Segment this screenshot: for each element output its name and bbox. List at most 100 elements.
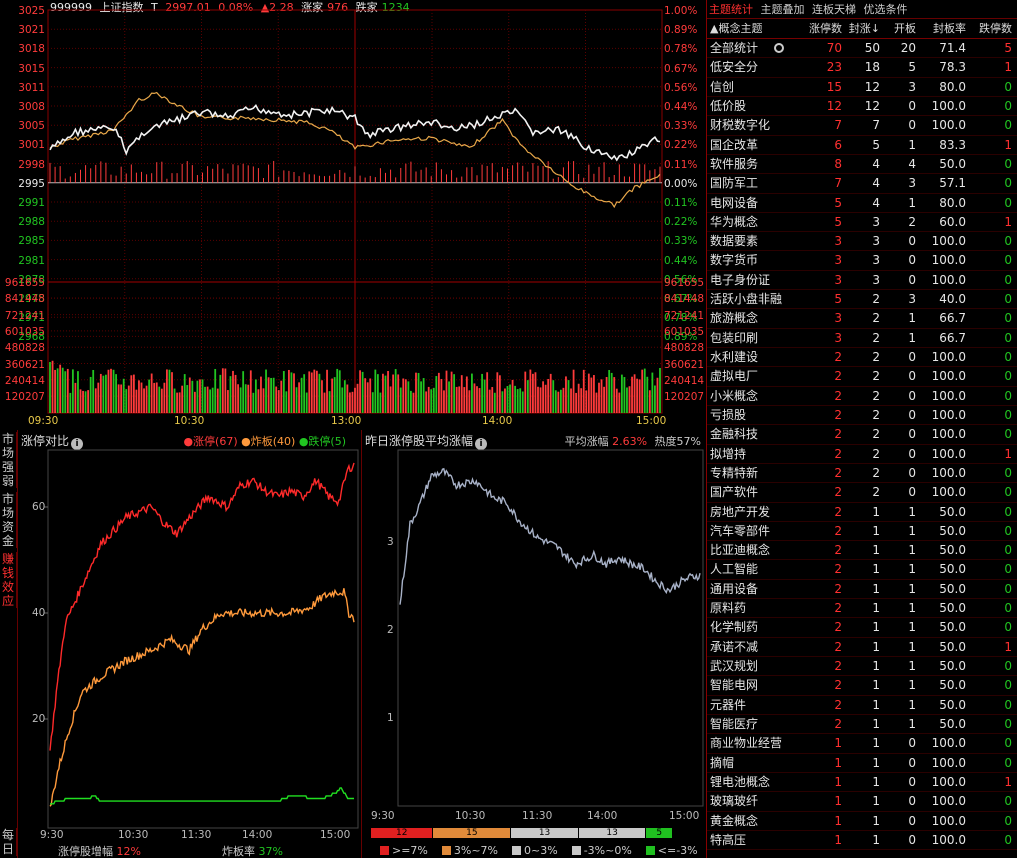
volume-bar <box>427 386 430 413</box>
theme-row[interactable]: 特高压 1 1 0 100.0 0 <box>707 831 1017 851</box>
theme-name: 拟增持 <box>710 446 747 461</box>
pct-tick: 0.78% <box>664 312 698 325</box>
theme-row[interactable]: 武汉规划 2 1 1 50.0 0 <box>707 657 1017 677</box>
theme-row[interactable]: 原料药 2 1 1 50.0 0 <box>707 599 1017 619</box>
legend-swatch <box>380 846 389 855</box>
price-tick: 3025 <box>18 5 45 17</box>
volume-bar <box>623 377 626 413</box>
header-limit-down[interactable]: 跌停数 <box>979 22 1012 35</box>
theme-name: 人工智能 <box>710 562 759 577</box>
theme-row[interactable]: 承诺不减 2 1 1 50.0 1 <box>707 638 1017 657</box>
limit-down-count: 0 <box>1004 388 1012 403</box>
theme-row[interactable]: 旅游概念 3 2 1 66.7 0 <box>707 309 1017 329</box>
theme-row[interactable]: 化学制药 2 1 1 50.0 0 <box>707 618 1017 638</box>
panel-title: 涨停对比 i <box>21 432 84 450</box>
theme-row[interactable]: 专精特新 2 2 0 100.0 0 <box>707 464 1017 484</box>
theme-name: 包装印刷 <box>710 330 759 345</box>
theme-row[interactable]: 国防军工 7 4 3 57.1 0 <box>707 174 1017 194</box>
seal-rate: 100.0 <box>931 485 966 500</box>
theme-row[interactable]: 房地产开发 2 1 1 50.0 0 <box>707 503 1017 522</box>
header-theme[interactable]: ▲概念主题 <box>710 22 763 35</box>
refresh-ring-icon[interactable] <box>774 43 784 53</box>
theme-row[interactable]: 拟增持 2 2 0 100.0 1 <box>707 445 1017 464</box>
theme-row[interactable]: 比亚迪概念 2 1 1 50.0 0 <box>707 541 1017 561</box>
theme-row[interactable]: 数据要素 3 3 0 100.0 0 <box>707 232 1017 252</box>
intraday-chart[interactable]: 999999 上证指数 T 2997.01 0.08% ▲2.28 涨家 976 … <box>0 0 705 428</box>
tab-profit-effect[interactable]: 赚钱效应 <box>0 552 17 608</box>
volume-bar <box>422 378 425 413</box>
theme-row[interactable]: 国企改革 6 5 1 83.3 1 <box>707 136 1017 155</box>
theme-row[interactable]: 人工智能 2 1 1 50.0 0 <box>707 560 1017 580</box>
theme-row[interactable]: 包装印刷 3 2 1 66.7 0 <box>707 329 1017 348</box>
theme-row[interactable]: 锂电池概念 1 1 0 100.0 1 <box>707 773 1017 793</box>
seal-rate: 60.0 <box>939 214 966 229</box>
info-icon[interactable]: i <box>71 438 84 450</box>
theme-name: 汽车零部件 <box>710 523 771 538</box>
theme-row[interactable]: 低价股 12 12 0 100.0 0 <box>707 97 1017 117</box>
pct-tick: 0.11% <box>664 158 698 171</box>
theme-row[interactable]: 华为概念 5 3 2 60.0 1 <box>707 213 1017 233</box>
theme-row[interactable]: 智能电网 2 1 1 50.0 0 <box>707 676 1017 696</box>
limit-down-count: 5 <box>1004 41 1012 55</box>
theme-row[interactable]: 电网设备 5 4 1 80.0 0 <box>707 194 1017 213</box>
theme-row[interactable]: 玻璃玻纤 1 1 0 100.0 0 <box>707 792 1017 812</box>
limit-down-count: 0 <box>1004 427 1012 442</box>
tab-board-ladder[interactable]: 连板天梯 <box>812 3 856 16</box>
theme-row[interactable]: 虚拟电厂 2 2 0 100.0 0 <box>707 367 1017 387</box>
theme-row[interactable]: 活跃小盘非融 5 2 3 40.0 0 <box>707 290 1017 310</box>
tab-market-strength[interactable]: 市场强弱 <box>0 432 17 488</box>
theme-row[interactable]: 数字货币 3 3 0 100.0 0 <box>707 251 1017 271</box>
limit-up-count: 1 <box>834 832 842 847</box>
theme-row[interactable]: 低安全分 23 18 5 78.3 1 <box>707 58 1017 78</box>
theme-row[interactable]: 通用设备 2 1 1 50.0 0 <box>707 580 1017 600</box>
price-tick: 2981 <box>18 254 45 267</box>
seal-rate: 100.0 <box>931 774 966 789</box>
theme-row[interactable]: 信创 15 12 3 80.0 0 <box>707 78 1017 97</box>
volume-bar <box>326 369 328 413</box>
theme-row[interactable]: 全部统计 70 50 20 71.4 5 <box>707 39 1017 59</box>
header-seal-rate[interactable]: 封板率 <box>933 22 966 35</box>
limit-down-count: 0 <box>1004 156 1012 171</box>
theme-row[interactable]: 电子身份证 3 3 0 100.0 0 <box>707 271 1017 291</box>
volume-bar <box>481 373 483 413</box>
theme-row[interactable]: 金融科技 2 2 0 100.0 0 <box>707 425 1017 445</box>
tab-market-funds[interactable]: 市场资金 <box>0 492 17 548</box>
theme-row[interactable]: 元器件 2 1 1 50.0 0 <box>707 696 1017 715</box>
tab-daily[interactable]: 每日 <box>0 828 17 856</box>
opened-count: 0 <box>908 98 916 113</box>
seal-rate: 50.0 <box>939 523 966 538</box>
theme-row[interactable]: 水利建设 2 2 0 100.0 0 <box>707 348 1017 368</box>
header-limit-up[interactable]: 涨停数 <box>809 22 842 35</box>
distribution-legend-item: >=7% <box>380 844 428 857</box>
theme-row[interactable]: 商业物业经营 1 1 0 100.0 0 <box>707 734 1017 754</box>
yesterday-limit-up-panel: 昨日涨停股平均涨幅 i 平均涨幅 2.63% 热度57% 3 2 1 9:30 10:3… <box>361 430 705 858</box>
legend-limit-down: ●跌停(5) <box>298 435 346 448</box>
tab-theme-overlay[interactable]: 主题叠加 <box>760 3 805 16</box>
theme-row[interactable]: 智能医疗 2 1 1 50.0 0 <box>707 715 1017 735</box>
theme-row[interactable]: 黄金概念 1 1 0 100.0 0 <box>707 812 1017 831</box>
theme-row[interactable]: 软件服务 8 4 4 50.0 0 <box>707 155 1017 175</box>
volume-bar <box>440 378 443 413</box>
theme-name: 智能医疗 <box>710 716 759 731</box>
theme-row[interactable]: 国产软件 2 2 0 100.0 0 <box>707 483 1017 503</box>
volume-bar <box>498 375 501 413</box>
volume-bar <box>585 390 588 413</box>
theme-row[interactable]: 财税数字化 7 7 0 100.0 0 <box>707 116 1017 136</box>
volume-bar <box>659 368 661 413</box>
theme-name: 华为概念 <box>710 214 759 229</box>
opened-count: 0 <box>908 369 916 384</box>
header-opened[interactable]: 开板 <box>894 22 916 35</box>
limit-down-count: 0 <box>1004 794 1012 809</box>
volume-bar <box>514 385 517 413</box>
theme-row[interactable]: 汽车零部件 2 1 1 50.0 0 <box>707 522 1017 542</box>
volume-bar <box>178 392 181 413</box>
theme-row[interactable]: 小米概念 2 2 0 100.0 0 <box>707 387 1017 406</box>
theme-row[interactable]: 亏损股 2 2 0 100.0 0 <box>707 406 1017 426</box>
header-sealed[interactable]: 封涨↓ <box>848 22 880 35</box>
theme-row[interactable]: 摘帽 1 1 0 100.0 0 <box>707 754 1017 773</box>
tab-filter-conditions[interactable]: 优选条件 <box>863 3 908 16</box>
avg-gain-line <box>399 467 701 605</box>
tab-theme-stats[interactable]: 主题统计 <box>709 3 753 16</box>
volume-bar <box>379 392 382 413</box>
info-icon[interactable]: i <box>475 438 488 450</box>
